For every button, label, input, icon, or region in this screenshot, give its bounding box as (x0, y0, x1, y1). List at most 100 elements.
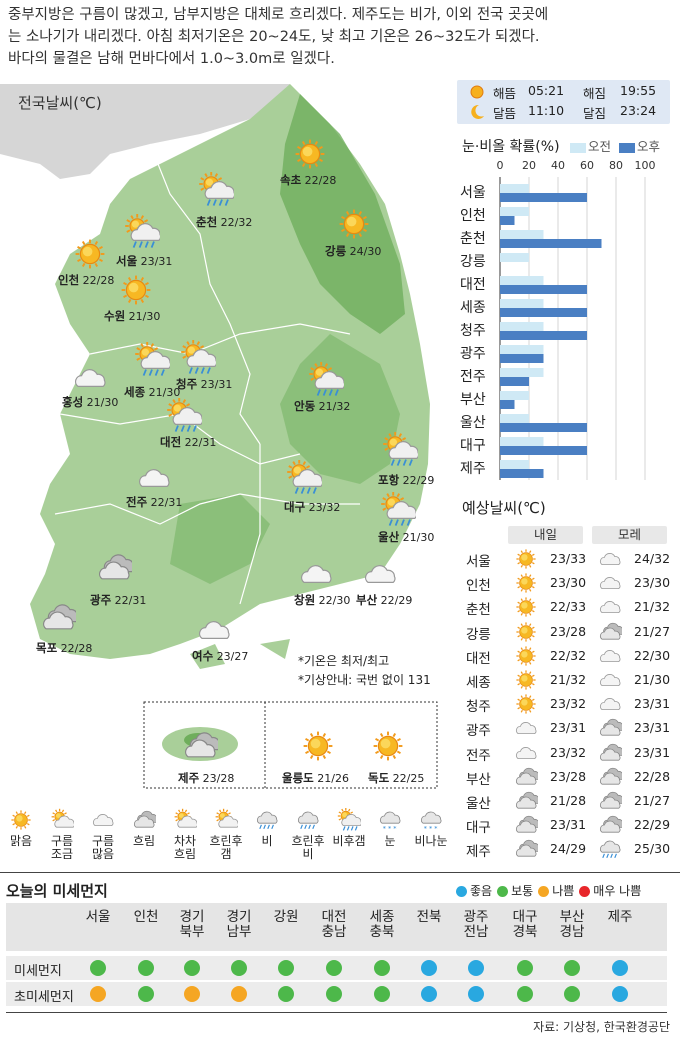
map-city-label: 서울 23/31 (116, 253, 172, 269)
dust-level-label: 좋음 (470, 884, 493, 898)
city-name: 세종 (124, 385, 146, 399)
legend-am-label: 오전 (588, 139, 612, 154)
legend-item: 흐린후 갬 (207, 808, 245, 861)
tick-label: 80 (609, 159, 623, 172)
legend-item: 흐림 (125, 808, 163, 848)
forecast-temp-day2: 23/30 (634, 575, 671, 591)
forecast-temp-day2: 24/32 (634, 551, 671, 566)
sun-icon (514, 668, 538, 696)
divider (6, 1012, 667, 1013)
sun-icon (514, 644, 538, 672)
legend-item: 차차 흐림 (166, 808, 204, 861)
city-name: 수원 (104, 309, 126, 323)
bar-am (500, 299, 544, 308)
dust-region: 경기 남부 (226, 909, 252, 940)
legend-label: 눈 (384, 834, 396, 848)
forecast-temp-day1: 22/33 (550, 599, 587, 615)
legend-pm-label: 오후 (637, 139, 661, 154)
forecast-city: 춘천 (466, 602, 491, 619)
dust-level-dot (456, 886, 467, 897)
dust-region: 강원 (273, 909, 299, 925)
bar-am (500, 414, 529, 423)
forecast-city: 대구 (466, 820, 491, 837)
bar-am (500, 276, 544, 285)
legend-label: 차차 흐림 (173, 834, 197, 861)
city-temp: 21/32 (318, 400, 351, 413)
legend-item: 구름 조금 (43, 808, 81, 861)
dust-region: 서울 (85, 909, 111, 925)
sun-cloud-icon (207, 808, 245, 835)
dust-level-label: 매우 나쁨 (593, 884, 642, 898)
moonset-label: 달짐 (583, 106, 607, 121)
legend-label: 비 (261, 834, 273, 848)
forecast-temp-day2: 21/32 (634, 599, 671, 615)
forecast-row: 인천 23/30 23/30 (466, 572, 676, 596)
korea-map (0, 84, 455, 814)
dust-level: 좋음 (456, 884, 492, 898)
dust-legend: 좋음 보통 나쁨 매우 나쁨 (456, 882, 646, 899)
rain-icon (598, 837, 622, 865)
forecast-city: 세종 (466, 675, 491, 691)
city-temp: 22/31 (114, 594, 147, 607)
city-temp: 22/29 (380, 594, 413, 607)
sun-icon (514, 595, 538, 623)
dust-region: 부산 경남 (559, 909, 585, 940)
forecast-city: 제주 (466, 844, 491, 861)
city-name: 대구 (284, 500, 306, 514)
city-temp: 22/30 (318, 594, 351, 607)
snow-icon: * * * (371, 808, 409, 835)
sun-icon (336, 206, 372, 246)
dust-level-dot (138, 960, 154, 976)
sun-icon (370, 728, 406, 768)
map-city-label: 세종 21/30 (124, 384, 180, 400)
note-hotline: *기상안내: 국번 없이 131 (298, 673, 431, 687)
sunrise-icon (469, 84, 485, 103)
forecast-row: 부산 23/28 22/28 (466, 766, 676, 790)
city-name: 인천 (58, 273, 80, 287)
sun-rain-icon (380, 492, 418, 532)
forecast-temp-day2: 22/30 (634, 647, 671, 663)
forecast-row: 춘천 22/33 21/32 (466, 596, 676, 620)
dust-level-label: 나쁨 (552, 884, 575, 898)
forecast-temp-day2: 23/31 (634, 744, 671, 760)
forecast-row: 제주 24/29 25/30 (466, 838, 676, 862)
cloud-icon (84, 808, 122, 835)
overcast-icon (96, 550, 135, 590)
legend-label: 비후갬 (332, 834, 366, 848)
dust-level-dot (374, 986, 390, 1002)
city-temp: 21/30 (402, 531, 435, 544)
sun-icon (514, 692, 538, 720)
forecast-city: 울산 (466, 796, 491, 812)
forecast-row: 대구 23/31 22/29 (466, 814, 676, 838)
sun-rain-icon (180, 340, 218, 380)
city-name: 청주 (176, 377, 198, 391)
forecast-city: 광주 (466, 723, 491, 740)
dust-region: 세종 충북 (369, 909, 395, 940)
city-name: 울릉도 (282, 771, 314, 785)
bar-am (500, 345, 544, 354)
city-temp: 23/27 (216, 650, 249, 663)
map-notes: *기온은 최저/최고 *기상안내: 국번 없이 131 (298, 652, 431, 690)
city-temp: 22/31 (184, 436, 217, 449)
dust-level-dot (374, 960, 390, 976)
map-city-label: 인천 22/28 (58, 272, 114, 288)
forecast-row: 전주 23/32 23/31 (466, 742, 676, 766)
dust-level-dot (231, 986, 247, 1002)
category-label: 춘천 (460, 231, 486, 247)
forecast-day2-header: 모레 (592, 526, 667, 544)
bar-am (500, 460, 529, 469)
dust-region-header: 서울 인천 경기 북부 경기 남부 강원 대전 충남 세종 충북 전북 광주 전남 대구 경북 부산… (6, 903, 667, 951)
forecast-temp-day1: 23/28 (550, 623, 587, 639)
city-name: 독도 (368, 771, 390, 785)
forecast-row: 강릉 23/28 21/27 (466, 621, 676, 645)
moonrise-label: 달뜸 (493, 106, 517, 121)
dust-level-dot (184, 986, 200, 1002)
map-city-label: 부산 22/29 (356, 592, 412, 608)
dust-level: 보통 (497, 884, 533, 898)
legend-label: 흐림 (132, 834, 156, 848)
forecast-temp-day2: 25/30 (634, 841, 671, 857)
forecast-temp-day1: 23/31 (550, 720, 587, 736)
category-label: 대전 (460, 277, 486, 293)
forecast-temp-day1: 23/33 (550, 551, 587, 566)
sunrise-time: 05:21 (528, 83, 565, 98)
